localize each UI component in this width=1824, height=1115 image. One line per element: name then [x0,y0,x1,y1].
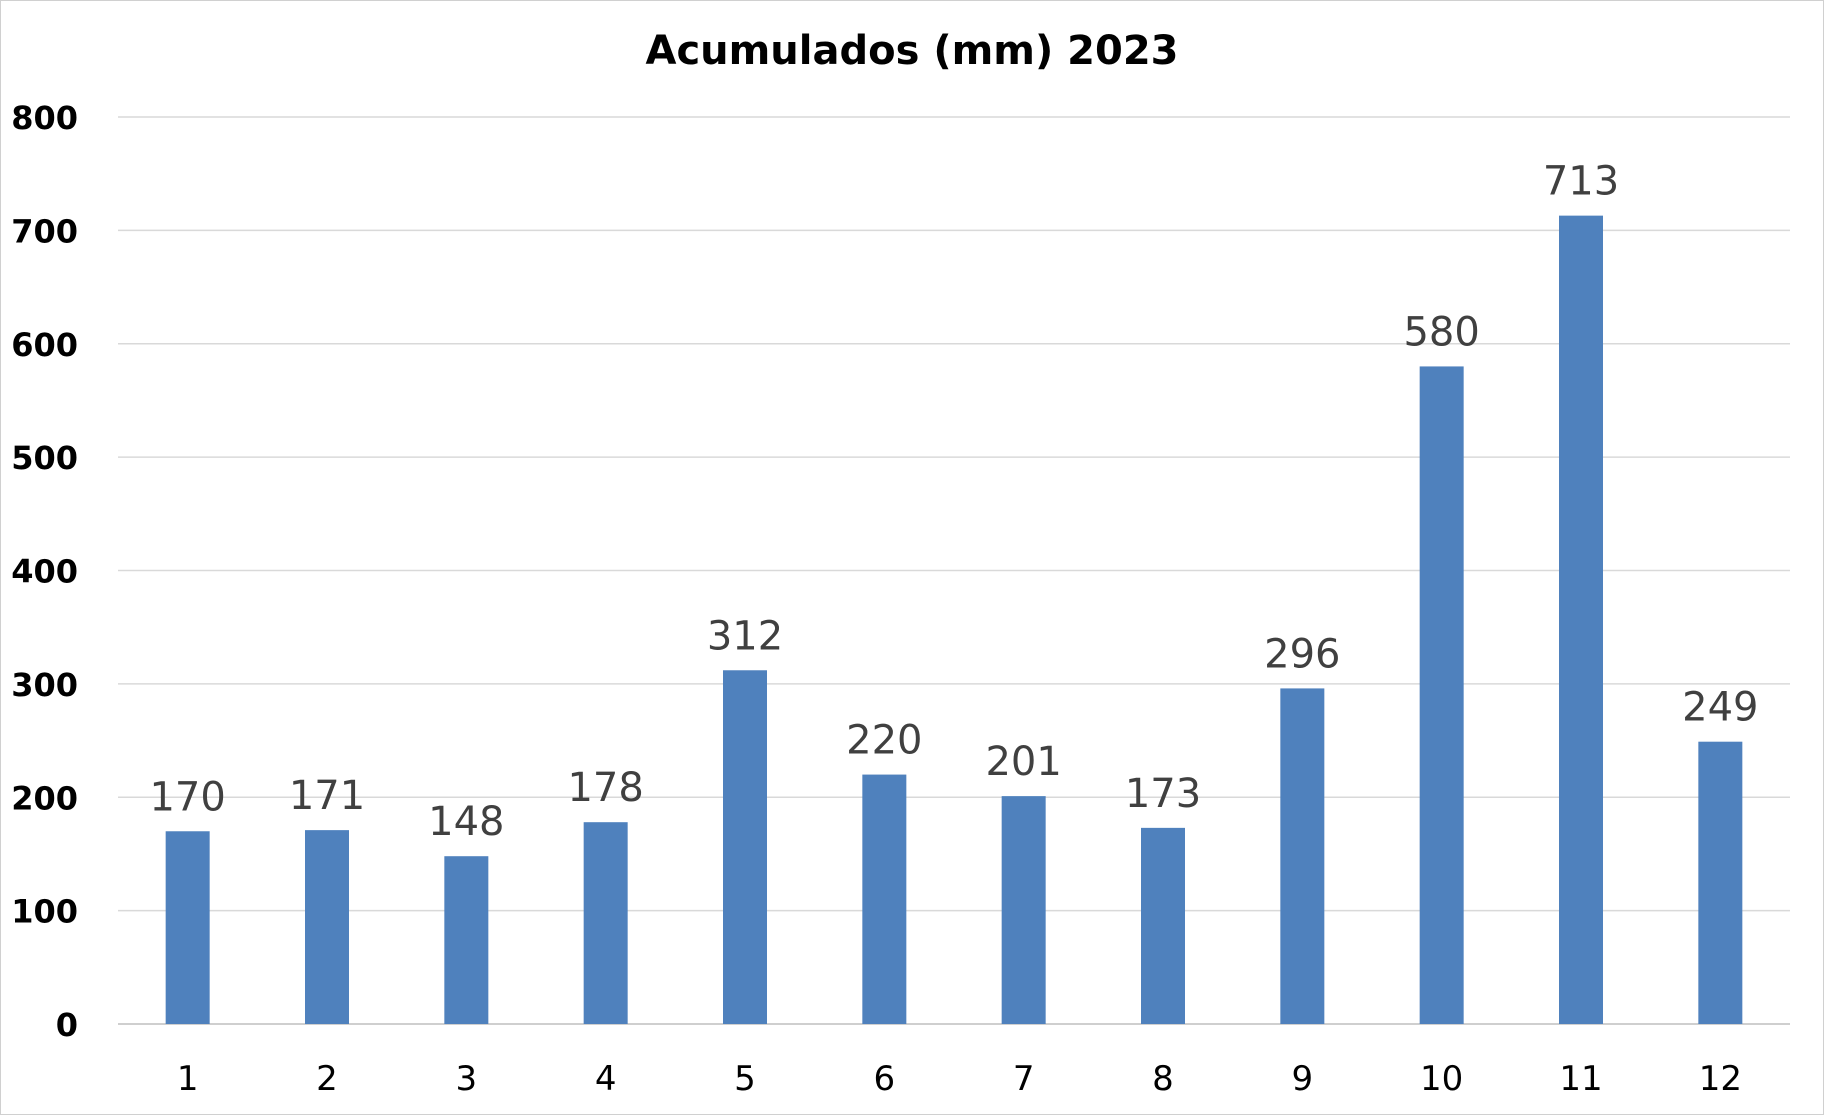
x-tick-label: 3 [456,1059,478,1099]
x-tick-label: 5 [734,1059,756,1099]
bar-9 [1280,688,1325,1024]
bar-5 [723,670,767,1024]
x-tick-label: 11 [1559,1059,1602,1099]
bar-7 [1001,796,1046,1024]
bar-8 [1141,827,1185,1024]
bars [165,215,1743,1025]
data-label-11: 713 [1543,159,1619,205]
x-tick-label: 2 [316,1059,338,1099]
data-label-3: 148 [428,799,504,845]
x-axis-tick-labels: 1 2 3 4 5 6 7 8 9 10 11 12 [177,1059,1742,1099]
x-tick-label: 6 [874,1059,896,1099]
x-tick-label: 9 [1292,1059,1314,1099]
x-tick-label: 1 [177,1059,199,1099]
data-labels: 170 171 148 178 312 220 201 173 296 580 713 249 [149,159,1758,846]
y-tick-label: 300 [11,666,78,704]
y-tick-label: 700 [11,212,78,250]
bar-10 [1419,366,1464,1024]
y-tick-label: 400 [11,553,78,591]
data-label-9: 296 [1264,631,1340,677]
bar-3 [444,856,489,1024]
y-tick-label: 500 [11,439,78,477]
data-label-6: 220 [846,718,922,764]
x-tick-label: 10 [1420,1059,1463,1099]
x-tick-label: 8 [1152,1059,1174,1099]
y-tick-label: 0 [56,1006,78,1044]
bar-11 [1559,215,1603,1025]
data-label-4: 178 [567,765,643,811]
y-axis-tick-labels: 0 100 200 300 400 500 600 700 800 [11,99,78,1044]
y-tick-label: 800 [11,99,78,137]
y-tick-label: 600 [11,326,78,364]
data-label-10: 580 [1403,309,1479,355]
bar-2 [305,830,349,1024]
x-tick-label: 7 [1013,1059,1035,1099]
bar-1 [165,831,210,1024]
chart-title: Acumulados (mm) 2023 [645,28,1178,74]
gridlines [118,116,1790,912]
data-label-7: 201 [985,739,1061,785]
bar-12 [1698,741,1743,1024]
x-tick-label: 12 [1699,1059,1742,1099]
data-label-12: 249 [1682,685,1758,731]
data-label-2: 171 [289,773,365,819]
y-tick-label: 100 [11,893,78,931]
y-tick-label: 200 [11,779,78,817]
data-label-1: 170 [149,774,225,820]
bar-4 [583,822,628,1024]
bar-6 [862,774,907,1024]
x-tick-label: 4 [595,1059,617,1099]
data-label-8: 173 [1125,771,1201,817]
data-label-5: 312 [707,613,783,659]
